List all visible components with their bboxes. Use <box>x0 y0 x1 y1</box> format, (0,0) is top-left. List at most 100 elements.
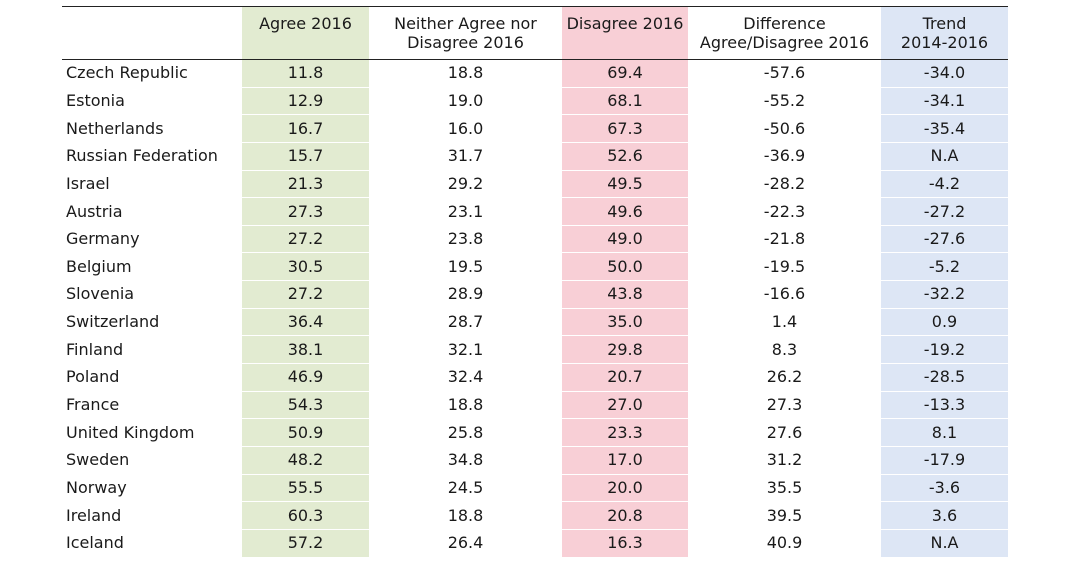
neither-cell: 32.4 <box>369 363 562 392</box>
difference-cell: -16.6 <box>688 280 881 309</box>
neither-cell: 16.0 <box>369 114 562 143</box>
table-row: Estonia 12.9 19.0 68.1 -55.2 -34.1 <box>62 87 1008 116</box>
agree-cell: 60.3 <box>242 501 369 530</box>
table-row: Iceland 57.2 26.4 16.3 40.9 N.A <box>62 529 1008 558</box>
disagree-cell: 35.0 <box>562 308 688 337</box>
table-body: Czech Republic 11.8 18.8 69.4 -57.6 -34.0 Esto… <box>62 59 1008 558</box>
table-row: Ireland 60.3 18.8 20.8 39.5 3.6 <box>62 501 1008 530</box>
difference-cell: 40.9 <box>688 529 881 558</box>
trend-cell: -17.9 <box>881 446 1008 475</box>
difference-cell: -28.2 <box>688 170 881 199</box>
header-disagree: Disagree 2016 <box>562 6 688 60</box>
trend-cell: 3.6 <box>881 501 1008 530</box>
country-cell: Czech Republic <box>62 59 242 88</box>
header-difference: Difference Agree/Disagree 2016 <box>699 14 870 52</box>
difference-cell: -57.6 <box>688 59 881 88</box>
trend-cell: -34.0 <box>881 59 1008 88</box>
agree-cell: 11.8 <box>242 59 369 88</box>
table-row: Switzerland 36.4 28.7 35.0 1.4 0.9 <box>62 308 1008 337</box>
country-cell: Poland <box>62 363 242 392</box>
country-cell: Israel <box>62 170 242 199</box>
agree-cell: 46.9 <box>242 363 369 392</box>
header-neither: Neither Agree nor Disagree 2016 <box>394 14 537 52</box>
header-country <box>62 7 242 60</box>
agree-cell: 50.9 <box>242 418 369 447</box>
trend-cell: -5.2 <box>881 252 1008 282</box>
disagree-cell: 20.7 <box>562 363 688 392</box>
trend-cell: 0.9 <box>881 308 1008 337</box>
agree-cell: 27.3 <box>242 197 369 226</box>
disagree-cell: 20.8 <box>562 501 688 530</box>
neither-cell: 24.5 <box>369 474 562 503</box>
disagree-cell: 29.8 <box>562 335 688 365</box>
country-cell: Slovenia <box>62 280 242 309</box>
difference-cell: 35.5 <box>688 474 881 503</box>
country-cell: Estonia <box>62 87 242 116</box>
country-cell: Austria <box>62 197 242 226</box>
disagree-cell: 23.3 <box>562 418 688 447</box>
agree-cell: 55.5 <box>242 474 369 503</box>
agree-cell: 27.2 <box>242 225 369 254</box>
agree-cell: 36.4 <box>242 308 369 337</box>
neither-cell: 19.0 <box>369 87 562 116</box>
table-row: Norway 55.5 24.5 20.0 35.5 -3.6 <box>62 474 1008 503</box>
difference-cell: 31.2 <box>688 446 881 475</box>
table-row: Czech Republic 11.8 18.8 69.4 -57.6 -34.0 <box>62 59 1008 88</box>
difference-cell: -21.8 <box>688 225 881 254</box>
trend-cell: N.A <box>881 529 1008 558</box>
disagree-cell: 49.0 <box>562 225 688 254</box>
country-cell: Ireland <box>62 501 242 530</box>
agree-cell: 30.5 <box>242 252 369 282</box>
neither-cell: 26.4 <box>369 529 562 558</box>
neither-cell: 31.7 <box>369 142 562 171</box>
country-cell: Germany <box>62 225 242 254</box>
country-cell: Finland <box>62 335 242 365</box>
disagree-cell: 52.6 <box>562 142 688 171</box>
country-cell: United Kingdom <box>62 418 242 447</box>
neither-cell: 28.9 <box>369 280 562 309</box>
difference-cell: -55.2 <box>688 87 881 116</box>
disagree-cell: 49.6 <box>562 197 688 226</box>
difference-cell: -19.5 <box>688 252 881 282</box>
agree-cell: 57.2 <box>242 529 369 558</box>
disagree-cell: 67.3 <box>562 114 688 143</box>
table-row: France 54.3 18.8 27.0 27.3 -13.3 <box>62 391 1008 420</box>
trend-cell: -13.3 <box>881 391 1008 420</box>
difference-cell: 27.6 <box>688 418 881 447</box>
agree-cell: 12.9 <box>242 87 369 116</box>
trend-cell: -27.2 <box>881 197 1008 226</box>
neither-cell: 34.8 <box>369 446 562 475</box>
agree-cell: 15.7 <box>242 142 369 171</box>
attitude-survey-table: Agree 2016 Neither Agree nor Disagree 201… <box>62 6 1008 558</box>
neither-cell: 32.1 <box>369 335 562 365</box>
difference-cell: -22.3 <box>688 197 881 226</box>
country-cell: Iceland <box>62 529 242 558</box>
disagree-cell: 50.0 <box>562 252 688 282</box>
table-row: Israel 21.3 29.2 49.5 -28.2 -4.2 <box>62 170 1008 199</box>
agree-cell: 38.1 <box>242 335 369 365</box>
trend-cell: -19.2 <box>881 335 1008 365</box>
disagree-cell: 20.0 <box>562 474 688 503</box>
neither-cell: 29.2 <box>369 170 562 199</box>
trend-cell: -27.6 <box>881 225 1008 254</box>
difference-cell: 1.4 <box>688 308 881 337</box>
difference-cell: 8.3 <box>688 335 881 365</box>
country-cell: Belgium <box>62 252 242 282</box>
difference-cell: 27.3 <box>688 391 881 420</box>
header-trend: Trend 2014-2016 <box>881 6 1008 60</box>
neither-cell: 25.8 <box>369 418 562 447</box>
trend-cell: -35.4 <box>881 114 1008 143</box>
country-cell: Norway <box>62 474 242 503</box>
table-row: Netherlands 16.7 16.0 67.3 -50.6 -35.4 <box>62 114 1008 143</box>
neither-cell: 23.8 <box>369 225 562 254</box>
disagree-cell: 69.4 <box>562 59 688 88</box>
table-row: Austria 27.3 23.1 49.6 -22.3 -27.2 <box>62 197 1008 226</box>
difference-cell: 26.2 <box>688 363 881 392</box>
agree-cell: 27.2 <box>242 280 369 309</box>
trend-cell: -32.2 <box>881 280 1008 309</box>
neither-cell: 18.8 <box>369 501 562 530</box>
neither-cell: 19.5 <box>369 252 562 282</box>
table-row: Finland 38.1 32.1 29.8 8.3 -19.2 <box>62 335 1008 365</box>
country-cell: Switzerland <box>62 308 242 337</box>
table-row: Poland 46.9 32.4 20.7 26.2 -28.5 <box>62 363 1008 392</box>
